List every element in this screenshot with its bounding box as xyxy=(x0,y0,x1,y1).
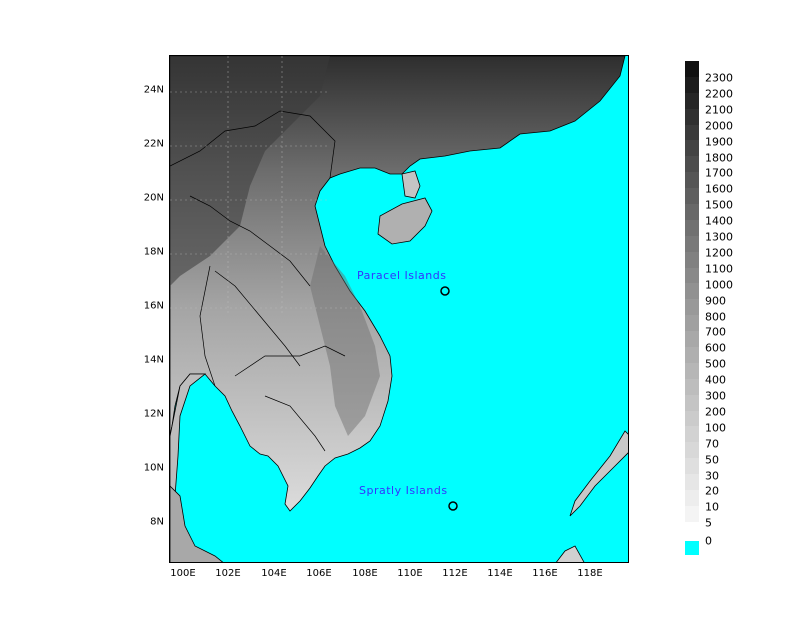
legend-level-label: 2100 xyxy=(705,103,733,117)
legend-level-label: 900 xyxy=(705,294,726,308)
x-tick-label: 114E xyxy=(487,568,513,579)
y-tick-label: 18N xyxy=(143,246,164,258)
legend-swatch xyxy=(685,378,699,395)
elevation-map xyxy=(170,56,628,562)
legend-swatch xyxy=(685,267,699,284)
legend-level-label: 1700 xyxy=(705,166,733,180)
x-tick-label: 104E xyxy=(261,568,287,579)
legend-swatch xyxy=(685,299,699,316)
country-borders xyxy=(170,110,346,452)
x-tick-label: 108E xyxy=(352,568,378,579)
x-tick-label: 118E xyxy=(577,568,603,579)
legend-swatch xyxy=(685,505,699,522)
legend-zero-swatch xyxy=(685,541,699,555)
y-tick-label: 22N xyxy=(143,138,164,150)
legend-swatch xyxy=(685,124,699,141)
legend-swatch xyxy=(685,172,699,189)
spratly-islands-marker xyxy=(448,501,458,511)
legend-level-label: 400 xyxy=(705,373,726,387)
legend-swatch xyxy=(685,442,699,459)
leizhou-peninsula xyxy=(401,170,421,199)
legend-level-label: 700 xyxy=(705,325,726,339)
legend-swatch xyxy=(685,188,699,205)
legend-level-label: 70 xyxy=(705,437,719,451)
y-tick-label: 14N xyxy=(143,354,164,366)
paracel-islands-marker xyxy=(440,286,450,296)
legend-level-label: 1800 xyxy=(705,151,733,164)
x-tick-label: 112E xyxy=(442,568,468,579)
legend-zero-label: 0 xyxy=(705,534,712,548)
legend-level-label: 1000 xyxy=(705,278,733,292)
legend-level-label: 30 xyxy=(705,469,719,482)
legend-swatch xyxy=(685,394,699,411)
legend-level-label: 600 xyxy=(705,341,726,355)
y-tick-label: 10N xyxy=(143,462,164,474)
highlands-shade xyxy=(170,56,330,286)
legend-swatch xyxy=(685,426,699,443)
legend-swatch xyxy=(685,235,699,252)
elevation-legend-bar xyxy=(685,61,699,522)
legend-level-label: 2000 xyxy=(705,119,733,133)
x-tick-label: 102E xyxy=(215,568,241,579)
legend-swatch xyxy=(685,219,699,236)
legend-swatch xyxy=(685,474,699,491)
legend-level-label: 800 xyxy=(705,310,726,323)
legend-swatch xyxy=(685,108,699,125)
legend-level-label: 20 xyxy=(705,484,719,498)
map-frame xyxy=(169,55,629,563)
x-tick-label: 116E xyxy=(532,568,558,579)
legend-swatch xyxy=(685,490,699,506)
legend-level-label: 100 xyxy=(705,421,726,435)
x-tick-label: 106E xyxy=(306,568,332,579)
annamite-shade xyxy=(310,246,380,436)
legend-swatch xyxy=(685,76,699,93)
legend-swatch xyxy=(685,347,699,363)
legend-level-label: 1400 xyxy=(705,214,733,228)
y-tick-label: 12N xyxy=(143,408,164,420)
legend-level-label: 1500 xyxy=(705,198,733,212)
legend-level-label: 5 xyxy=(705,516,712,530)
legend-swatch xyxy=(685,315,699,332)
y-tick-label: 16N xyxy=(143,300,164,312)
legend-swatch xyxy=(685,61,699,77)
hainan-island xyxy=(377,197,433,245)
y-tick-label: 24N xyxy=(143,84,164,96)
palawan-island xyxy=(569,430,628,517)
legend-level-label: 1300 xyxy=(705,230,733,244)
legend-swatch xyxy=(685,140,699,157)
legend-swatch xyxy=(685,362,699,379)
legend-level-label: 2300 xyxy=(705,71,733,85)
legend-level-label: 1600 xyxy=(705,182,733,196)
place-label-spratly: Spratly Islands xyxy=(359,484,448,497)
lat-lon-grid xyxy=(170,56,370,316)
legend-level-label: 200 xyxy=(705,405,726,419)
legend-swatch xyxy=(685,410,699,427)
legend-swatch xyxy=(685,204,699,220)
legend-swatch xyxy=(685,156,699,173)
legend-level-label: 10 xyxy=(705,500,719,514)
legend-level-label: 1200 xyxy=(705,246,733,260)
legend-swatch xyxy=(685,251,699,268)
place-label-paracel: Paracel Islands xyxy=(357,269,447,282)
legend-swatch xyxy=(685,331,699,348)
x-tick-label: 100E xyxy=(170,568,196,579)
legend-swatch xyxy=(685,458,699,475)
sumatra-corner xyxy=(170,485,224,562)
legend-level-label: 2200 xyxy=(705,87,733,101)
y-tick-label: 20N xyxy=(143,192,164,204)
legend-level-label: 300 xyxy=(705,389,726,403)
borneo-tip xyxy=(556,545,585,562)
legend-level-label: 1900 xyxy=(705,135,733,149)
legend-level-label: 50 xyxy=(705,453,719,467)
legend-level-label: 500 xyxy=(705,357,726,371)
legend-level-label: 1100 xyxy=(705,262,733,276)
mainland-landmass xyxy=(170,56,626,512)
legend-swatch xyxy=(685,92,699,109)
legend-swatch xyxy=(685,283,699,300)
x-tick-label: 110E xyxy=(397,568,423,579)
y-tick-label: 8N xyxy=(150,516,164,528)
